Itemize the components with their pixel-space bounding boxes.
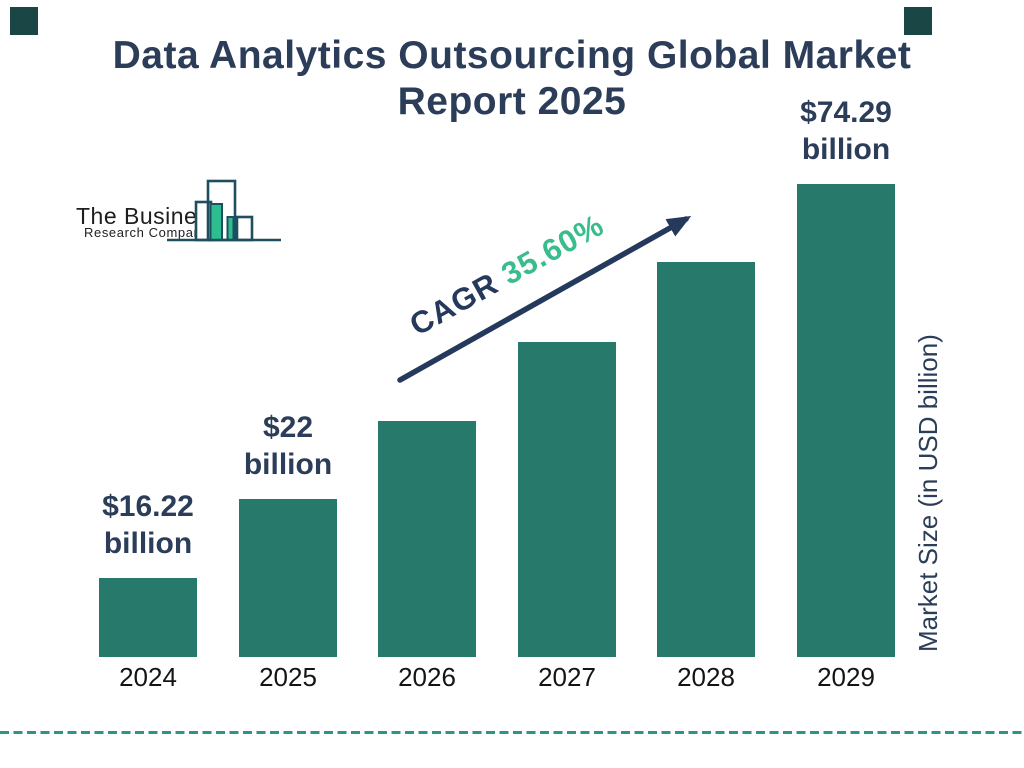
bottom-dashed-divider bbox=[0, 731, 1024, 734]
page-title: Data Analytics Outsourcing Global Market… bbox=[0, 33, 1024, 125]
page-title-line1: Data Analytics Outsourcing Global Market bbox=[112, 34, 912, 77]
value-label-2029: $74.29 billion bbox=[761, 94, 931, 168]
value-label-line: $22 bbox=[262, 411, 314, 444]
bar-2029 bbox=[797, 184, 895, 657]
value-label-line: $16.22 bbox=[102, 490, 194, 523]
value-label-line: billion bbox=[801, 133, 891, 166]
bar-2025 bbox=[239, 499, 337, 657]
x-axis-tick-2024: 2024 bbox=[119, 662, 177, 692]
bar-2026 bbox=[378, 421, 476, 657]
top-right-corner-square bbox=[904, 7, 932, 35]
page-title-line2: Report 2025 bbox=[397, 80, 627, 123]
bar-2024 bbox=[99, 578, 197, 657]
x-axis-tick-2026: 2026 bbox=[398, 662, 456, 692]
bar-2028 bbox=[657, 262, 755, 657]
bar-2027 bbox=[518, 342, 616, 657]
value-label-line: billion bbox=[243, 448, 333, 481]
y-axis-label: Market Size (in USD billion) bbox=[913, 334, 943, 652]
x-axis-tick-2027: 2027 bbox=[538, 662, 596, 692]
value-label-line: billion bbox=[103, 527, 193, 560]
x-axis-tick-2029: 2029 bbox=[817, 662, 875, 692]
x-axis-tick-2025: 2025 bbox=[259, 662, 317, 692]
value-label-2024: $16.22 billion bbox=[63, 488, 233, 562]
top-left-corner-square bbox=[10, 7, 38, 35]
value-label-line: $74.29 bbox=[800, 96, 892, 129]
x-axis-tick-2028: 2028 bbox=[677, 662, 735, 692]
logo-subname: Research Company bbox=[84, 225, 209, 240]
bar-chart-logo-icon bbox=[167, 179, 281, 242]
value-label-2025: $22 billion bbox=[203, 409, 373, 483]
